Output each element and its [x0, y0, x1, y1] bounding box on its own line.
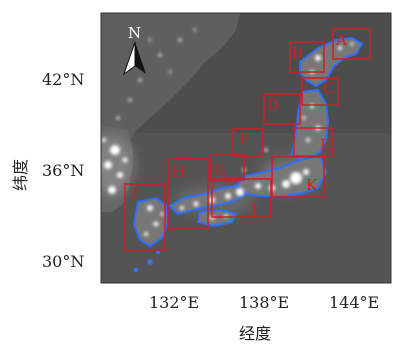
region-box-j [211, 178, 272, 218]
north-arrow: N [123, 24, 146, 76]
map-frame [100, 12, 392, 284]
region-label-k: K [306, 176, 318, 194]
region-box-b [289, 41, 325, 73]
region-box-d [263, 93, 301, 125]
region-label-b: B [292, 44, 303, 62]
x-axis-title: 经度 [239, 324, 271, 343]
region-label-a: A [335, 31, 347, 49]
region-label-f: F [239, 130, 249, 148]
lon-tick-132: 132°E [149, 293, 199, 312]
region-box-a [332, 28, 371, 60]
region-label-c: C [323, 79, 334, 97]
japan-lights [144, 42, 354, 236]
lon-tick-138: 138°E [239, 293, 289, 312]
longitude-ticks: 132°E 138°E 144°E [149, 293, 379, 312]
region-label-i: I [132, 184, 138, 202]
region-label-g: G [214, 161, 226, 179]
region-box-f [232, 128, 264, 157]
y-axis-title: 纬度 [11, 159, 30, 191]
mainland-lights [102, 28, 197, 194]
region-box-i [124, 183, 166, 251]
lon-tick-144: 144°E [329, 293, 379, 312]
region-box-k [271, 156, 325, 198]
north-label: N [128, 24, 141, 42]
region-box-c [301, 77, 339, 106]
lat-tick-36: 36°N [42, 161, 84, 180]
region-labels: A B C D E F G H I J K [132, 31, 347, 218]
latitude-ticks: 42°N 36°N 30°N [42, 70, 84, 271]
region-box-g [210, 153, 245, 181]
lat-tick-30: 30°N [42, 252, 84, 271]
region-label-j: J [249, 200, 257, 218]
region-label-h: H [172, 163, 185, 181]
region-label-d: D [267, 96, 279, 114]
north-arrow-icon [135, 42, 146, 74]
region-boxes [124, 28, 371, 251]
region-box-e [293, 127, 333, 157]
region-label-e: E [320, 136, 331, 154]
region-box-h [167, 158, 209, 230]
lat-tick-42: 42°N [42, 70, 84, 89]
map-panel: N A B C D E F G H I J K [101, 13, 391, 283]
